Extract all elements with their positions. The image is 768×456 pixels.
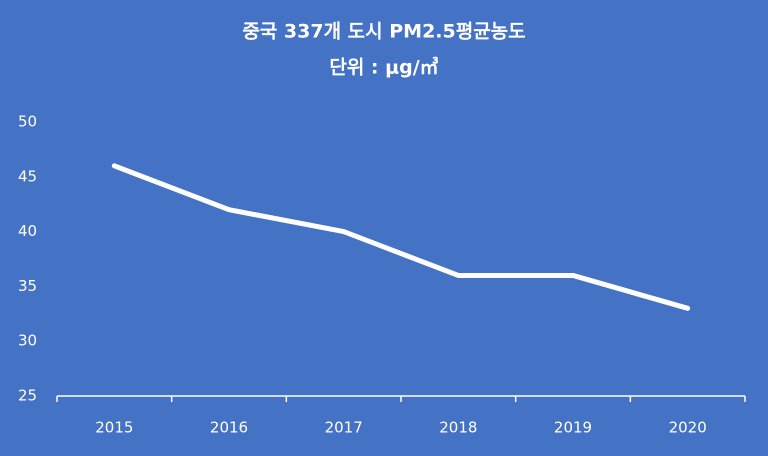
x-tick-label: 2018 xyxy=(439,419,477,437)
x-tick-label: 2015 xyxy=(95,419,133,437)
y-tick-label: 30 xyxy=(18,332,37,350)
chart-title: 중국 337개 도시 PM2.5평균농도 xyxy=(242,21,525,43)
x-tick-label: 2020 xyxy=(669,419,707,437)
y-tick-label: 45 xyxy=(18,167,37,185)
y-tick-label: 25 xyxy=(18,387,37,405)
line xyxy=(111,163,691,311)
x-tick-label: 2017 xyxy=(325,419,363,437)
x-tick-label: 2016 xyxy=(210,419,248,437)
x-tick-label: 2019 xyxy=(554,419,592,437)
y-tick-label: 50 xyxy=(18,113,37,131)
y-tick-label: 40 xyxy=(18,222,37,240)
y-tick-label: 35 xyxy=(18,277,37,295)
chart-subtitle: 단위 : μg/㎥ xyxy=(329,56,438,79)
